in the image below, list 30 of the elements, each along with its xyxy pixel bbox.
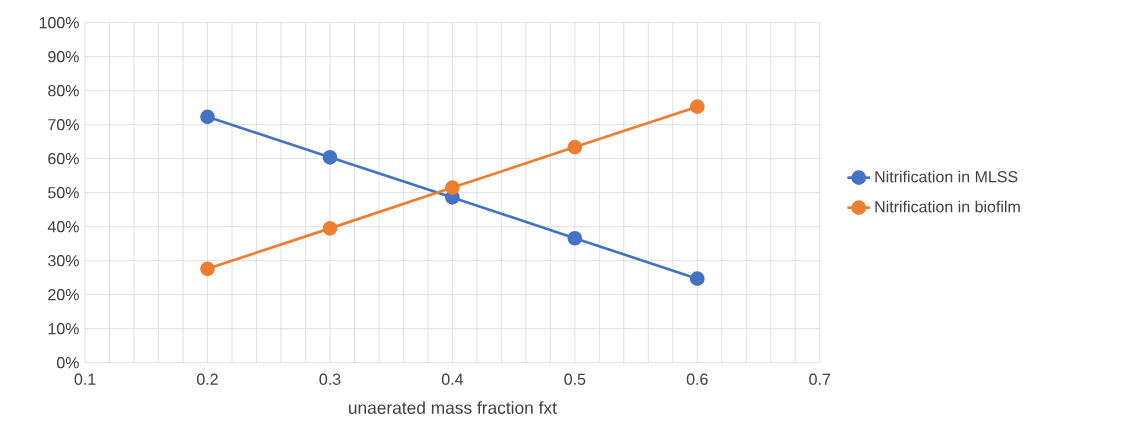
y-tick-label: 90% (48, 51, 79, 63)
y-tick-label: 10% (48, 323, 79, 335)
point (567, 139, 583, 155)
y-tick-label: 20% (48, 289, 79, 301)
x-tick-label: 0.3 (319, 373, 341, 385)
point (322, 221, 338, 236)
x-axis-title: unaerated mass fraction fxt (349, 401, 557, 414)
point (200, 109, 215, 125)
y-tick-label: 70% (48, 119, 79, 131)
y-tick-label: 30% (48, 255, 79, 267)
x-tick-label: 0.7 (809, 373, 831, 385)
y-tick-label: 0% (56, 357, 79, 369)
point (445, 180, 460, 195)
point (200, 261, 215, 277)
point (322, 149, 338, 165)
point (567, 230, 583, 246)
x-tick-label: 0.1 (74, 373, 96, 385)
x-tick-label: 0.4 (441, 373, 464, 385)
x-tick-label: 0.6 (686, 373, 708, 385)
x-tick-label: 0.2 (197, 373, 218, 385)
legend-label: Nitrification in MLSS (875, 170, 1018, 183)
y-tick-label: 40% (47, 221, 79, 233)
y-tick-label: 50% (48, 187, 79, 199)
y-tick-label: 60% (48, 153, 79, 165)
legend-label: Nitrification in biofilm (875, 200, 1020, 213)
point (689, 271, 705, 287)
y-tick-label: 80% (48, 85, 79, 97)
point (689, 99, 705, 114)
y-tick-label: 100% (39, 17, 79, 29)
x-tick-label: 0.5 (564, 373, 586, 385)
